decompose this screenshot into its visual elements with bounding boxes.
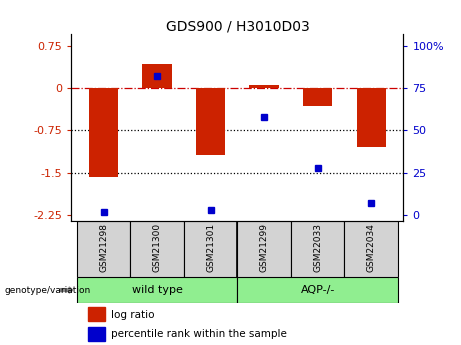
Bar <box>89 88 118 177</box>
Bar <box>249 85 279 88</box>
Bar <box>130 221 184 277</box>
Text: GSM22034: GSM22034 <box>367 223 376 272</box>
Bar <box>196 88 225 155</box>
Bar <box>237 221 291 277</box>
Text: GSM21300: GSM21300 <box>153 223 162 272</box>
Bar <box>77 277 237 303</box>
Text: genotype/variation: genotype/variation <box>5 286 91 295</box>
Bar <box>88 327 105 341</box>
Text: wild type: wild type <box>132 285 183 295</box>
Bar <box>237 277 398 303</box>
Bar <box>77 221 130 277</box>
Bar <box>142 65 172 88</box>
Text: GSM22033: GSM22033 <box>313 223 322 272</box>
Text: AQP-/-: AQP-/- <box>301 285 335 295</box>
Text: GSM21299: GSM21299 <box>260 223 269 272</box>
Bar <box>184 221 237 277</box>
Bar <box>88 307 105 321</box>
Bar <box>303 88 332 106</box>
Text: GSM21298: GSM21298 <box>99 223 108 272</box>
Text: percentile rank within the sample: percentile rank within the sample <box>111 329 287 339</box>
Bar <box>291 221 344 277</box>
Text: log ratio: log ratio <box>111 309 155 319</box>
Text: GSM21301: GSM21301 <box>206 223 215 272</box>
Bar <box>356 88 386 147</box>
Bar <box>344 221 398 277</box>
Title: GDS900 / H3010D03: GDS900 / H3010D03 <box>165 19 309 33</box>
